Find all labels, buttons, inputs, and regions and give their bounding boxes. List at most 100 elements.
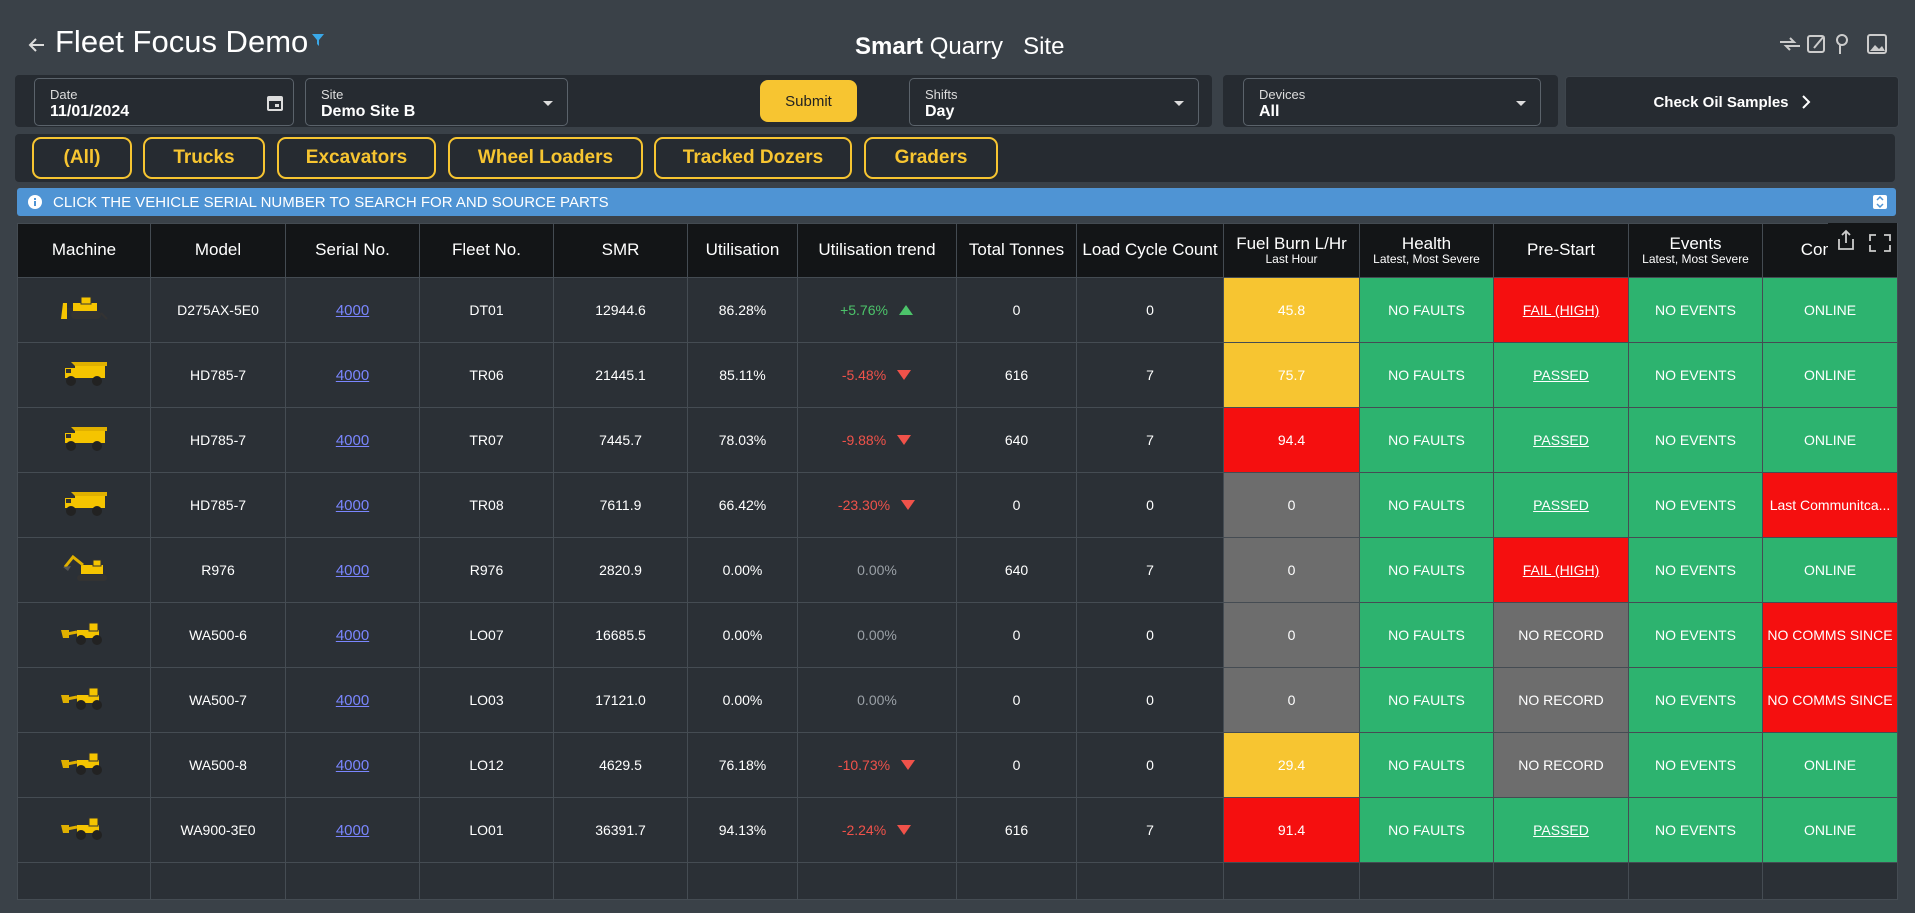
cycles-cell: 0	[1076, 602, 1224, 668]
tonnes-cell: 0	[956, 277, 1077, 343]
health-cell: NO FAULTS	[1359, 537, 1494, 603]
events-text: NO EVENTS	[1655, 497, 1736, 513]
column-header: Pre-Start	[1493, 223, 1629, 278]
column-title: SMR	[601, 240, 640, 260]
tonnes-text: 616	[1004, 367, 1029, 383]
tab[interactable]: Wheel Loaders	[448, 137, 643, 179]
submit-button[interactable]: Submit	[760, 80, 857, 122]
empty-cell	[285, 862, 420, 900]
page-title: Fleet Focus Demo	[55, 24, 309, 59]
tonnes-text: 0	[1012, 757, 1021, 773]
comms-text: NO COMMS SINCE	[1767, 627, 1893, 643]
prestart-link[interactable]: PASSED	[1533, 432, 1589, 448]
trend-cell: 0.00%	[797, 537, 957, 603]
trend-cell: -9.88%	[797, 407, 957, 473]
column-title: Utilisation	[705, 240, 780, 260]
tab[interactable]: Graders	[864, 137, 998, 179]
events-text: NO EVENTS	[1655, 627, 1736, 643]
serial-link[interactable]: 4000	[335, 691, 370, 709]
serial-link[interactable]: 4000	[335, 431, 370, 449]
smr-cell: 7611.9	[553, 472, 688, 538]
model-text: WA500-8	[189, 757, 247, 773]
events-cell: NO EVENTS	[1628, 797, 1763, 863]
utilisation-cell: 94.13%	[687, 797, 798, 863]
serial-link[interactable]: 4000	[335, 821, 370, 839]
prestart-link[interactable]: FAIL (HIGH)	[1522, 302, 1600, 318]
shifts-field[interactable]: Shifts Day	[909, 78, 1199, 126]
cycles-cell: 7	[1076, 797, 1224, 863]
health-text: NO FAULTS	[1388, 562, 1465, 578]
machine-cell	[17, 797, 151, 863]
fleet-table: Machine Model Serial No. Fleet No. SMR Utilis…	[17, 223, 1898, 900]
serial-link[interactable]: 4000	[335, 561, 370, 579]
table-row: WA500-7 4000 LO03 17121.0 0.00% 0.00% 0 0 0 NO FA…	[17, 667, 1898, 733]
serial-cell: 4000	[285, 667, 420, 733]
column-title: Utilisation trend	[818, 240, 936, 260]
oil-button[interactable]: Check Oil Samples	[1565, 76, 1899, 128]
banner-text: CLICK THE VEHICLE SERIAL NUMBER TO SEARC…	[53, 193, 609, 211]
prestart-link[interactable]: PASSED	[1533, 822, 1589, 838]
machine-icon	[61, 622, 102, 645]
utilisation-text: 66.42%	[718, 497, 767, 513]
column-title: Load Cycle Count	[1082, 240, 1218, 260]
calendar-icon[interactable]	[267, 95, 283, 111]
serial-link[interactable]: 4000	[335, 626, 370, 644]
cycles-text: 7	[1146, 432, 1154, 448]
prestart-link[interactable]: PASSED	[1533, 367, 1589, 383]
machine-icon	[61, 296, 108, 320]
health-text: NO FAULTS	[1388, 627, 1465, 643]
model-cell: HD785-7	[150, 342, 286, 408]
empty-cell	[17, 862, 151, 900]
column-header: Model	[150, 223, 286, 278]
serial-link[interactable]: 4000	[335, 366, 370, 384]
prestart-text: NO RECORD	[1518, 757, 1604, 773]
trend-cell: -10.73%	[797, 732, 957, 798]
header-tools[interactable]	[1778, 32, 1898, 56]
trend-value: -10.73%	[837, 757, 891, 773]
site-field[interactable]: Site Demo Site B	[305, 78, 568, 126]
health-text: NO FAULTS	[1388, 757, 1465, 773]
arrow-shape	[898, 305, 913, 315]
smr-text: 16685.5	[595, 627, 646, 643]
tonnes-cell: 616	[956, 797, 1077, 863]
serial-link[interactable]: 4000	[335, 756, 370, 774]
tab[interactable]: Tracked Dozers	[654, 137, 852, 179]
tab[interactable]: Excavators	[277, 137, 436, 179]
model-cell: WA500-6	[150, 602, 286, 668]
utilisation-cell: 76.18%	[687, 732, 798, 798]
model-text: R976	[201, 562, 235, 578]
tonnes-cell: 0	[956, 732, 1077, 798]
comms-cell: Last Communitca...	[1762, 472, 1898, 538]
column-header: Health Latest, Most Severe	[1359, 223, 1494, 278]
dropdown-caret	[543, 101, 553, 106]
column-header: Utilisation trend	[797, 223, 957, 278]
devices-field[interactable]: Devices All	[1243, 78, 1541, 126]
events-text: NO EVENTS	[1655, 822, 1736, 838]
back-button[interactable]	[28, 36, 46, 54]
events-text: NO EVENTS	[1655, 692, 1736, 708]
banner-toggle[interactable]	[1872, 194, 1888, 210]
table-tools[interactable]	[1828, 223, 1897, 269]
empty-cell	[1223, 862, 1360, 900]
tonnes-text: 0	[1012, 692, 1021, 708]
machine-icon	[61, 817, 102, 840]
cycles-cell: 7	[1076, 407, 1224, 473]
prestart-link[interactable]: PASSED	[1533, 497, 1589, 513]
comms-cell: NO COMMS SINCE	[1762, 667, 1898, 733]
column-title: Health	[1401, 233, 1452, 253]
filter-icon[interactable]	[312, 34, 324, 46]
cycles-text: 0	[1146, 757, 1154, 773]
fleet-text: TR08	[469, 497, 504, 513]
smr-text: 7445.7	[599, 432, 642, 448]
smr-cell: 7445.7	[553, 407, 688, 473]
tab[interactable]: Trucks	[143, 137, 265, 179]
cycles-text: 0	[1146, 302, 1154, 318]
prestart-cell: NO RECORD	[1493, 602, 1629, 668]
health-cell: NO FAULTS	[1359, 602, 1494, 668]
prestart-link[interactable]: FAIL (HIGH)	[1522, 562, 1600, 578]
tab[interactable]: (All)	[32, 137, 132, 179]
serial-link[interactable]: 4000	[335, 496, 370, 514]
serial-link[interactable]: 4000	[335, 301, 370, 319]
date-field[interactable]: Date 11/01/2024	[34, 78, 294, 126]
fuel-cell: 29.4	[1223, 732, 1360, 798]
